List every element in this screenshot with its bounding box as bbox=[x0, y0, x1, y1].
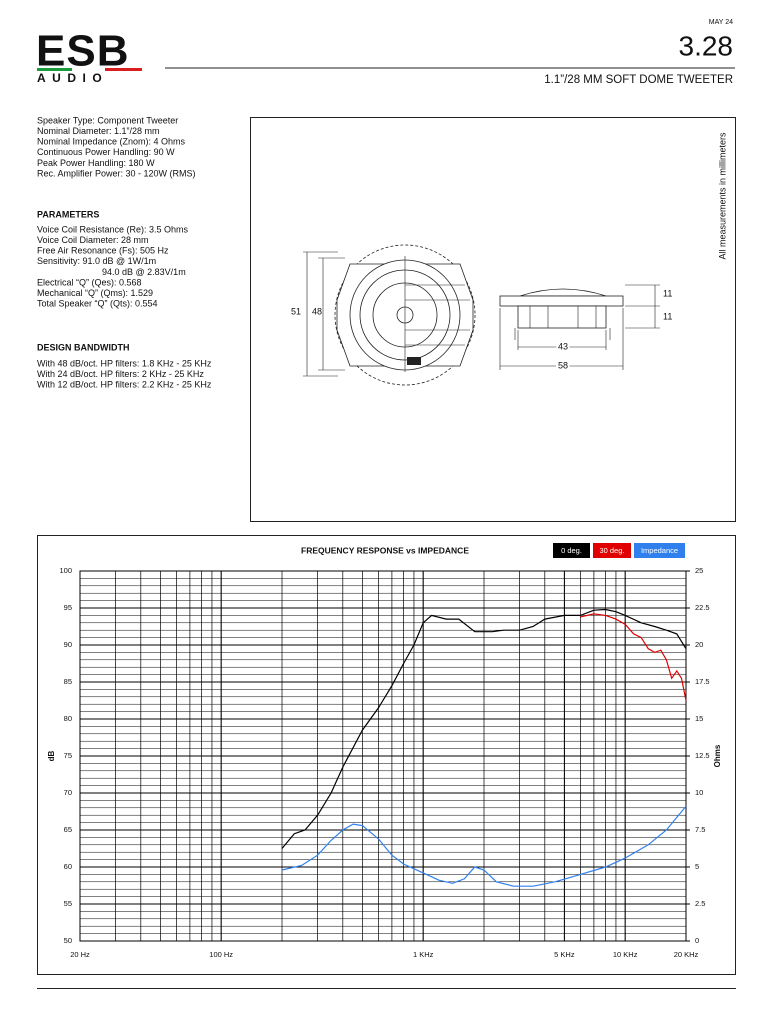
y2-tick-label: 12.5 bbox=[695, 751, 710, 760]
drawing-note: All measurements in millimeters bbox=[717, 132, 727, 260]
spec-line: Nominal Impedance (Znom): 4 Ohms bbox=[37, 137, 186, 147]
logo-stripe-green bbox=[37, 68, 72, 71]
parameter-line: Mechanical “Q” (Qms): 1.529 bbox=[37, 288, 153, 298]
dim-inner: 48 bbox=[312, 306, 322, 316]
drawing-box bbox=[250, 117, 736, 522]
y-tick-label: 60 bbox=[64, 862, 72, 871]
y2-tick-label: 22.5 bbox=[695, 603, 710, 612]
series-line bbox=[580, 613, 687, 701]
y2-tick-label: 17.5 bbox=[695, 677, 710, 686]
legend-swatch bbox=[634, 543, 685, 558]
dim-body-width: 43 bbox=[558, 341, 568, 351]
y2-axis-label: Ohms bbox=[713, 744, 722, 767]
y-tick-label: 50 bbox=[64, 936, 72, 945]
parameter-line: Sensitivity: 91.0 dB @ 1W/1m bbox=[37, 256, 156, 266]
spec-line: Peak Power Handling: 180 W bbox=[37, 158, 155, 168]
legend-swatch bbox=[553, 543, 590, 558]
series-line bbox=[281, 805, 687, 887]
x-tick-label: 20 Hz bbox=[70, 950, 90, 959]
y2-tick-label: 5 bbox=[695, 862, 699, 871]
y-tick-label: 55 bbox=[64, 899, 72, 908]
side-view bbox=[499, 288, 624, 340]
y-tick-label: 100 bbox=[59, 566, 72, 575]
spec-line: Rec. Amplifier Power: 30 - 120W (RMS) bbox=[37, 168, 196, 178]
parameter-line: Voice Coil Diameter: 28 mm bbox=[37, 235, 149, 245]
x-tick-label: 1 KHz bbox=[413, 950, 434, 959]
y2-tick-label: 15 bbox=[695, 714, 703, 723]
y2-tick-label: 2.5 bbox=[695, 899, 705, 908]
y-axis-label: dB bbox=[47, 750, 56, 761]
y-tick-label: 80 bbox=[64, 714, 72, 723]
legend-label: Impedance bbox=[641, 546, 678, 555]
spec-line: Nominal Diameter: 1.1”/28 mm bbox=[37, 126, 160, 136]
spec-line: Speaker Type: Component Tweeter bbox=[37, 115, 178, 125]
logo-sub: AUDIO bbox=[37, 71, 108, 85]
chart-box bbox=[37, 535, 736, 975]
dim-outer: 51 bbox=[291, 306, 301, 316]
x-tick-label: 20 KHz bbox=[674, 950, 699, 959]
bandwidth-title: DESIGN BANDWIDTH bbox=[37, 342, 130, 352]
bandwidth-line: With 48 dB/oct. HP filters: 1.8 KHz - 25… bbox=[37, 358, 212, 368]
dim-flange: 11 bbox=[663, 288, 672, 298]
y2-tick-label: 7.5 bbox=[695, 825, 705, 834]
x-tick-label: 10 KHz bbox=[613, 950, 638, 959]
y-tick-label: 70 bbox=[64, 788, 72, 797]
y-tick-label: 85 bbox=[64, 677, 72, 686]
dimension-lines bbox=[303, 251, 660, 377]
series-line bbox=[281, 608, 687, 849]
y2-tick-label: 0 bbox=[695, 936, 699, 945]
y2-tick-label: 10 bbox=[695, 788, 703, 797]
parameter-line: Total Speaker “Q” (Qts): 0.554 bbox=[37, 299, 158, 309]
bandwidth-line: With 24 dB/oct. HP filters: 2 KHz - 25 K… bbox=[37, 369, 204, 379]
legend-label: 0 deg. bbox=[561, 546, 582, 555]
product: 1.1”/28 MM SOFT DOME TWEETER bbox=[544, 74, 733, 86]
x-tick-label: 5 KHz bbox=[554, 950, 575, 959]
logo: ESB bbox=[36, 27, 129, 76]
model: 3.28 bbox=[679, 30, 734, 61]
dim-total-width: 58 bbox=[558, 360, 568, 370]
dim-body-height: 11 bbox=[663, 311, 672, 321]
legend-swatch bbox=[593, 543, 631, 558]
chart-title: FREQUENCY RESPONSE vs IMPEDANCE bbox=[301, 545, 469, 555]
logo-stripe-red bbox=[105, 68, 142, 71]
x-tick-label: 100 Hz bbox=[209, 950, 233, 959]
bandwidth-line: With 12 dB/oct. HP filters: 2.2 KHz - 25… bbox=[37, 380, 212, 390]
parameter-line: Voice Coil Resistance (Re): 3.5 Ohms bbox=[37, 224, 189, 234]
parameter-line: 94.0 dB @ 2.83V/1m bbox=[102, 267, 186, 277]
y2-tick-label: 20 bbox=[695, 640, 703, 649]
y-tick-label: 95 bbox=[64, 603, 72, 612]
y2-tick-label: 25 bbox=[695, 566, 703, 575]
parameter-line: Free Air Resonance (Fs): 505 Hz bbox=[37, 246, 169, 256]
legend-label: 30 deg. bbox=[599, 546, 624, 555]
front-view bbox=[334, 244, 476, 386]
parameter-line: Electrical “Q” (Qes): 0.568 bbox=[37, 277, 142, 287]
date: MAY 24 bbox=[709, 19, 733, 26]
y-tick-label: 90 bbox=[64, 640, 72, 649]
parameters-title: PARAMETERS bbox=[37, 209, 99, 219]
spec-line: Continuous Power Handling: 90 W bbox=[37, 147, 175, 157]
y-tick-label: 75 bbox=[64, 751, 72, 760]
y-tick-label: 65 bbox=[64, 825, 72, 834]
